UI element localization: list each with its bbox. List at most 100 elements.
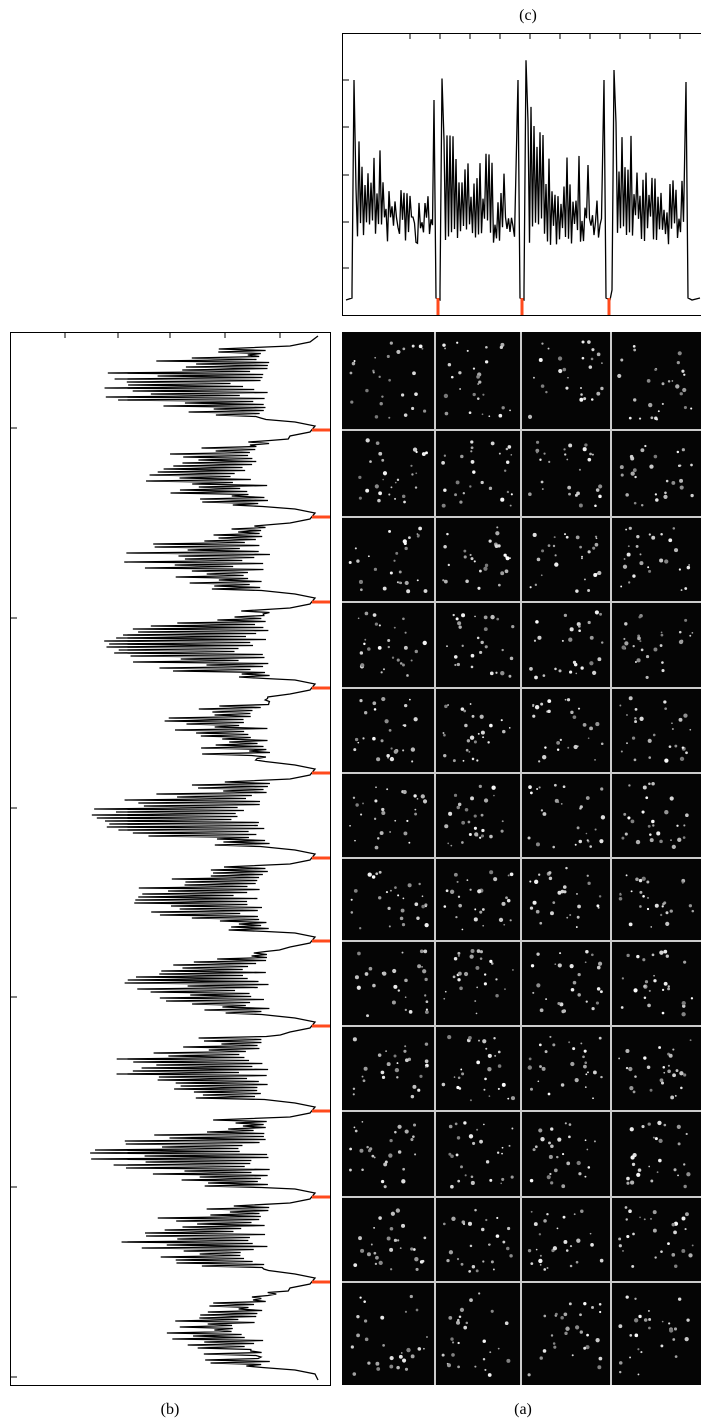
spot: [447, 1363, 451, 1367]
spot: [684, 587, 687, 590]
spot: [450, 1154, 454, 1158]
spot: [402, 1358, 406, 1362]
spot: [675, 384, 679, 388]
spot: [376, 1367, 380, 1371]
spot: [557, 1138, 561, 1142]
spot: [483, 1358, 485, 1360]
spot: [629, 527, 632, 530]
spot: [565, 1327, 569, 1331]
spot: [564, 533, 566, 535]
spot: [534, 640, 536, 642]
spot: [510, 919, 512, 921]
spot: [457, 978, 460, 981]
spot: [389, 831, 391, 833]
spot: [380, 1316, 384, 1320]
spot: [389, 1365, 393, 1369]
spot: [540, 1008, 544, 1012]
spot: [359, 580, 363, 584]
spot: [417, 533, 419, 535]
spot: [565, 867, 567, 869]
spot: [662, 905, 664, 907]
spot: [469, 411, 472, 414]
spot: [495, 531, 499, 535]
spot: [471, 446, 474, 449]
spot: [676, 1069, 679, 1072]
spot: [458, 625, 461, 628]
spot: [633, 988, 637, 992]
spot: [414, 813, 417, 816]
spot: [548, 348, 550, 350]
spot: [618, 1058, 620, 1060]
spot: [639, 1217, 641, 1219]
spot: [554, 562, 558, 566]
spot: [580, 805, 583, 808]
spot: [580, 387, 582, 389]
spot: [457, 806, 460, 809]
spot: [456, 617, 459, 620]
spot: [629, 1086, 633, 1090]
spot: [667, 987, 670, 990]
spot: [507, 1227, 510, 1230]
spot: [389, 925, 391, 927]
spot: [600, 1076, 602, 1078]
spot: [597, 657, 601, 661]
spot: [451, 1353, 455, 1357]
spot: [565, 699, 567, 701]
spot: [406, 589, 410, 593]
spot: [623, 565, 627, 569]
spot: [420, 949, 424, 953]
spot: [679, 718, 683, 722]
spot: [599, 613, 602, 616]
spot: [592, 454, 594, 456]
spot: [535, 620, 539, 624]
spot: [539, 786, 541, 788]
spot: [444, 824, 448, 828]
spot: [509, 727, 511, 729]
spot: [622, 1250, 624, 1252]
spot: [502, 1147, 504, 1149]
spot: [572, 1047, 575, 1050]
spot: [418, 883, 420, 885]
spot: [625, 1206, 628, 1209]
spot: [479, 785, 482, 788]
spot: [536, 441, 539, 444]
spot: [634, 720, 637, 723]
spot: [394, 886, 397, 889]
spot: [448, 564, 450, 566]
spot: [587, 1071, 589, 1073]
spot: [637, 637, 641, 641]
spot: [662, 1066, 665, 1069]
spot: [489, 1351, 491, 1353]
spot: [682, 1001, 686, 1005]
spot: [648, 739, 652, 743]
spot: [554, 668, 557, 671]
spot: [528, 1249, 531, 1252]
spot: [532, 715, 535, 718]
spot: [396, 1076, 398, 1078]
spot: [660, 914, 662, 916]
spot: [629, 923, 633, 927]
spot: [415, 472, 417, 474]
spot: [459, 1315, 462, 1318]
spot: [468, 1222, 472, 1226]
spot: [393, 985, 397, 989]
spot: [508, 675, 511, 678]
spot: [673, 1231, 677, 1235]
spot: [659, 950, 663, 954]
spot: [410, 1295, 413, 1298]
spot: [636, 545, 639, 548]
spot: [489, 960, 492, 963]
spot: [673, 527, 676, 530]
spot: [357, 742, 359, 744]
spot: [566, 1162, 570, 1166]
spot: [360, 588, 363, 591]
spot: [626, 714, 628, 716]
spot: [626, 1235, 629, 1238]
spot: [528, 785, 532, 789]
spot: [583, 1065, 587, 1069]
spot: [549, 877, 552, 880]
spot: [662, 1012, 665, 1015]
spot: [448, 363, 451, 366]
spot: [653, 734, 656, 737]
spot: [529, 1057, 532, 1060]
